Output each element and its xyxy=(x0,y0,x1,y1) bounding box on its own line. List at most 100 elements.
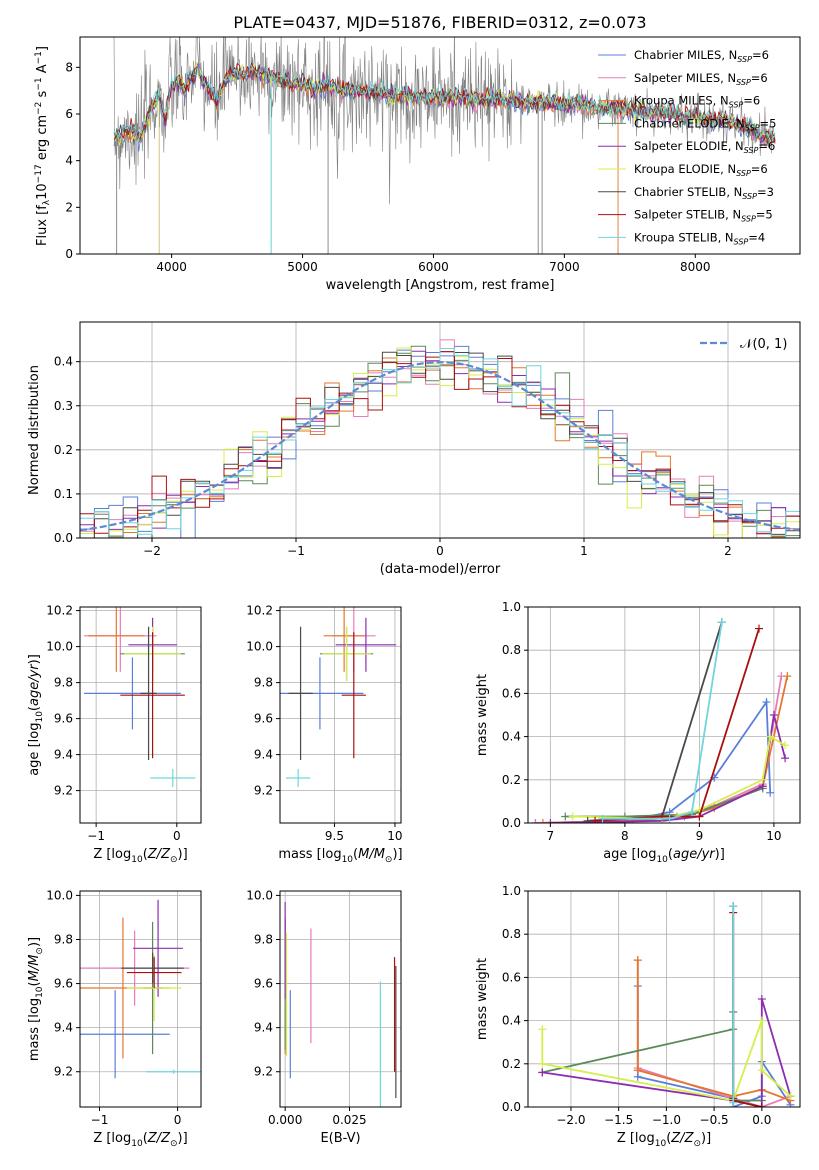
label-part: ( xyxy=(353,847,358,862)
x-tick-label: −1.5 xyxy=(604,1113,633,1127)
label-part: ( xyxy=(27,981,42,986)
y-tick-label: 10.0 xyxy=(246,640,273,654)
label-part: −2 xyxy=(34,102,44,115)
label-part: SSP xyxy=(729,101,744,110)
mass-weight-line xyxy=(732,912,762,1107)
label-part: =6 xyxy=(751,162,768,176)
y-tick-label: 0.0 xyxy=(54,531,73,545)
x-tick-label: 4000 xyxy=(156,260,187,274)
y-tick-label: 0.4 xyxy=(502,730,521,744)
x-tick-label: −2.0 xyxy=(556,1113,585,1127)
plot-area xyxy=(531,618,792,823)
y-tick-label: 0.0 xyxy=(502,1100,521,1114)
mass-weight-line xyxy=(541,1020,792,1102)
observed-spectrum xyxy=(113,37,776,205)
label-part: ⊙ xyxy=(693,1139,701,1149)
mass-weight-line xyxy=(587,621,723,822)
y-tick-label: 0.8 xyxy=(502,927,521,941)
y-tick-label: 9.8 xyxy=(54,676,73,690)
mass-weight-line xyxy=(535,675,783,823)
y-tick-label: 0.2 xyxy=(502,1057,521,1071)
x-tick-label: −1 xyxy=(87,829,105,843)
y-tick-label: 0.8 xyxy=(502,643,521,657)
y-tick-label: 6 xyxy=(65,107,73,121)
legend-entry: Kroupa MILES, NSSP=6 xyxy=(634,94,760,110)
mass-weight-line xyxy=(550,714,786,823)
y-tick-label: 9.4 xyxy=(54,748,73,762)
y-axis-label: mass weight xyxy=(475,958,490,1040)
label-part: =6 xyxy=(743,94,760,108)
y-tick-label: 9.4 xyxy=(254,748,273,762)
label-part: age [log xyxy=(603,847,656,862)
panel-mass_vs_ebv: 0.000 0.025 9.2 9.4 9.6 9.8 10.0 E(B-V) xyxy=(246,888,402,1146)
legend-entry: Salpeter STELIB, NSSP=5 xyxy=(634,208,773,224)
label-part: 10 xyxy=(35,986,45,998)
label-part: Flux [f xyxy=(35,205,50,246)
label-part: ⊙ xyxy=(170,855,178,865)
legend-entry: Salpeter MILES, NSSP=6 xyxy=(634,71,768,87)
label-part: Z [log xyxy=(93,1131,131,1146)
x-tick-label: 8 xyxy=(621,829,629,843)
y-tick-label: 1.0 xyxy=(502,884,521,898)
y-tick-label: 0 xyxy=(65,247,73,261)
x-tick-label: 1 xyxy=(580,544,588,558)
y-tick-label: 10.0 xyxy=(46,640,73,654)
x-axis-label: E(B-V) xyxy=(320,1131,360,1146)
mass-weight-line xyxy=(535,699,772,823)
model-spectrum-line xyxy=(113,62,776,143)
y-tick-label: 9.6 xyxy=(54,977,73,991)
label-part: )] xyxy=(701,1131,711,1146)
plot-area xyxy=(84,607,196,787)
label-part: =5 xyxy=(756,208,773,222)
y-tick-label: 9.8 xyxy=(54,932,73,946)
y-tick-label: 9.2 xyxy=(54,784,73,798)
x-tick-label: 2 xyxy=(724,544,732,558)
y-axis-label: Normed distribution xyxy=(27,365,42,495)
plot-area xyxy=(284,902,397,1107)
mass-weight-line xyxy=(542,998,792,1107)
label-part: =6 xyxy=(751,71,768,85)
y-tick-label: 9.6 xyxy=(254,977,273,991)
x-tick-label: 0 xyxy=(174,1113,182,1127)
y-tick-label: 10.2 xyxy=(246,604,273,618)
legend-entry: Salpeter ELODIE, NSSP=6 xyxy=(634,139,775,155)
panel-spectrum: 4000 5000 6000 7000 8000 0 2 4 6 8 Chabrier MILES,… xyxy=(34,36,801,293)
axes-frame xyxy=(527,606,801,824)
legend-entry: Chabrier STELIB, NSSP=3 xyxy=(634,185,774,201)
x-tick-label: −2 xyxy=(143,544,161,558)
label-part: s xyxy=(35,90,50,101)
label-part: Salpeter STELIB, N xyxy=(634,208,741,222)
y-tick-label: 0.3 xyxy=(54,399,73,413)
x-axis-label: mass [log10(M/M⊙)] xyxy=(278,847,402,865)
x-tick-label: 8000 xyxy=(680,260,711,274)
x-tick-label: 9 xyxy=(696,829,704,843)
label-part: =3 xyxy=(757,185,774,199)
mass-weight-line xyxy=(542,1012,762,1102)
y-tick-label: 9.2 xyxy=(254,1065,273,1079)
label-part: =6 xyxy=(758,139,775,153)
x-axis-label: (data-model)/error xyxy=(380,562,501,577)
label-part: −1 xyxy=(34,77,44,90)
x-tick-label: −0.5 xyxy=(700,1113,729,1127)
figure-title: PLATE=0437, MJD=51876, FIBERID=0312, z=0… xyxy=(233,13,646,32)
mass-weight-line xyxy=(602,621,723,820)
y-tick-label: 10.0 xyxy=(246,888,273,902)
x-tick-label: 10 xyxy=(766,829,781,843)
x-axis-label: Z [log10(Z/Z⊙)] xyxy=(617,1131,711,1149)
label-part: SSP xyxy=(745,123,760,132)
y-tick-label: 0.4 xyxy=(502,1014,521,1028)
label-part: A xyxy=(35,64,50,77)
y-tick-label: 0.2 xyxy=(502,773,521,787)
label-part: mass [log xyxy=(27,998,42,1061)
y-axis-label: age [log10(age/yr)] xyxy=(27,654,45,776)
y-tick-label: 9.4 xyxy=(254,1021,273,1035)
label-part: SSP xyxy=(736,169,751,178)
label-part: Z/Z xyxy=(147,1131,171,1146)
label-part: ( xyxy=(143,1131,148,1146)
y-tick-label: 10.2 xyxy=(46,604,73,618)
label-part: −17 xyxy=(34,164,44,183)
panel-mass_vs_Z: −1 09.29.49.69.810.0Z [log10(Z/Z⊙)]mass [… xyxy=(27,888,202,1149)
plot-area xyxy=(80,899,201,1079)
x-tick-label: 7 xyxy=(547,829,555,843)
